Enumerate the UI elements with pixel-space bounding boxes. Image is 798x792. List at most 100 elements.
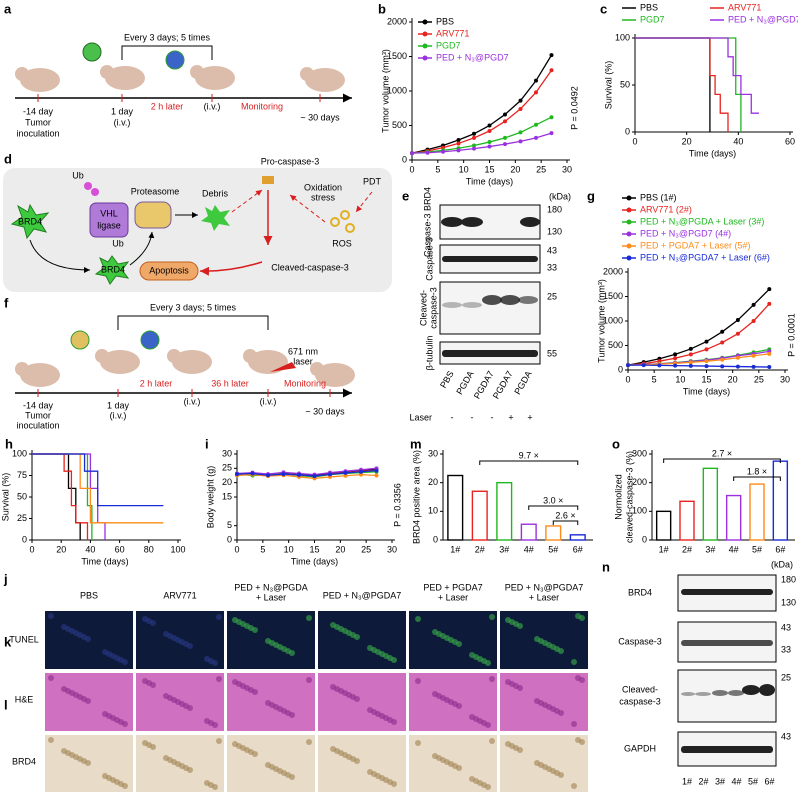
data-point: [767, 301, 772, 306]
row-label: Caspase-3: [618, 636, 662, 646]
micrograph: [227, 735, 315, 792]
data-point: [735, 331, 740, 336]
nanoparticle: [70, 330, 90, 350]
row-label: TUNEL: [9, 634, 39, 644]
texture: [534, 698, 540, 704]
x-tick-label: 100: [170, 544, 185, 554]
label: Apoptosis: [149, 265, 189, 275]
data-point: [641, 363, 646, 368]
y-tick-label: 1000: [387, 85, 407, 95]
survival-curve: [32, 453, 93, 540]
texture: [534, 760, 540, 766]
data-point: [487, 140, 492, 145]
y-tick-label: 2000: [387, 16, 407, 26]
data-point: [266, 473, 270, 478]
data-point: [518, 106, 523, 111]
label: (i.v.): [110, 410, 127, 420]
data-point: [472, 135, 476, 140]
arrow: [29, 239, 91, 273]
label: Every 3 days; 5 times: [124, 32, 211, 42]
texture: [330, 622, 336, 628]
data-point: [518, 130, 523, 135]
y-tick-label: 100: [632, 506, 647, 516]
panel-letter: m: [410, 436, 422, 451]
y-tick-label: 75: [17, 470, 27, 480]
apoptosis-box: [139, 261, 199, 281]
mw-label: 25: [547, 291, 557, 301]
y-tick-label: 300: [632, 448, 647, 458]
data-point: [456, 137, 461, 142]
y-tick-label: 20: [222, 477, 232, 487]
series-line: [628, 364, 770, 368]
y-tick-label: 0: [642, 534, 647, 544]
panel-letter: f: [4, 295, 9, 310]
texture: [216, 614, 222, 620]
x-tick-label: 15: [484, 164, 494, 174]
bar: [447, 474, 464, 541]
chart: b 0 500 1000 1500 2000 0 5 10 15 20 25 30 Time (days)…: [378, 1, 579, 186]
label: VHL: [100, 208, 118, 218]
y-tick-label: 0: [402, 154, 407, 164]
x-tick-label: 0: [625, 374, 630, 384]
texture: [48, 613, 54, 619]
label: ~ 30 days: [305, 406, 345, 416]
data-point: [518, 139, 523, 144]
ros: [330, 210, 355, 233]
bar: [471, 490, 488, 541]
x-tick-label: 30: [387, 544, 397, 554]
legend-marker: [422, 43, 428, 49]
panel-letter: o: [612, 436, 620, 451]
x-tick-label: 1#: [450, 544, 460, 554]
chart: c 0 50 100 0 20 40 60 Time (days) Survival (%) PBS…: [600, 1, 798, 158]
bar: [655, 510, 672, 541]
label: 1 day: [107, 400, 130, 410]
x-tick-label: 4#: [729, 544, 739, 554]
texture: [330, 684, 336, 690]
bracket: [552, 520, 579, 525]
label: inoculation: [16, 128, 59, 138]
data-point: [673, 352, 678, 357]
x-tick-label: 5#: [548, 544, 558, 554]
arrow: [199, 261, 263, 276]
legend-marker: [626, 207, 632, 213]
column-label: + Laser: [438, 592, 468, 602]
texture: [489, 614, 495, 620]
legend-label: ARV771: [436, 28, 469, 38]
texture: [102, 773, 108, 779]
data-point: [487, 129, 492, 134]
x-axis-label: Time (days): [81, 556, 128, 566]
x-tick-label: 10: [284, 544, 294, 554]
column-label: + Laser: [529, 592, 559, 602]
x-tick-label: 10: [675, 374, 685, 384]
texture: [204, 656, 210, 662]
row-label: Cleaved-: [418, 290, 428, 326]
chart: o 0 100 200 300 Normolized cleaved-caspase-3 (…: [612, 436, 795, 554]
data-point: [472, 131, 476, 136]
data-point: [297, 472, 301, 477]
y-tick-label: 1000: [603, 315, 623, 325]
series-line: [411, 69, 553, 154]
mw-label: 180: [547, 204, 562, 214]
data-point: [503, 119, 507, 124]
bar: [569, 534, 586, 541]
series-line: [627, 288, 770, 366]
column-label: ARV771: [163, 590, 196, 600]
legend-marker: [626, 219, 632, 225]
data-point: [673, 363, 678, 368]
bar: [520, 523, 537, 541]
legend-marker: [626, 255, 632, 261]
x-tick-label: 25: [361, 544, 371, 554]
y-tick-label: 200: [632, 477, 647, 487]
texture: [575, 675, 581, 681]
annotation: 1.8 ×: [747, 466, 767, 476]
y-tick-label: 0: [227, 534, 232, 544]
row-label: β-tubulin: [424, 336, 434, 371]
panel-letter: l: [4, 697, 8, 712]
lane-label: PBS: [438, 369, 456, 390]
y-tick-label: 15: [222, 491, 232, 501]
panel-f: f Every 3 days; 5 times -14 day Tumor in…: [4, 295, 355, 430]
data-point: [549, 115, 554, 120]
y-axis-label: cleaved-caspase-3 (%): [624, 451, 634, 543]
survival-curve: [635, 37, 729, 132]
